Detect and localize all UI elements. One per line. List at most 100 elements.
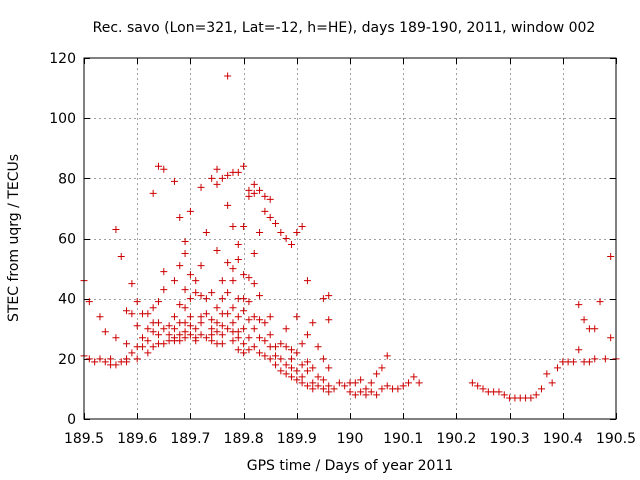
data-point <box>309 319 317 327</box>
data-point <box>245 298 253 306</box>
data-point <box>176 331 184 339</box>
data-point <box>123 355 131 363</box>
data-point <box>325 382 333 390</box>
data-point <box>213 247 221 255</box>
data-point <box>293 349 301 357</box>
data-point <box>250 325 258 333</box>
data-point <box>314 373 322 381</box>
data-point <box>208 337 216 345</box>
data-point <box>144 325 152 333</box>
data-point <box>224 171 232 179</box>
data-point <box>176 213 184 221</box>
data-point <box>287 373 295 381</box>
data-point <box>208 325 216 333</box>
data-point <box>234 168 242 176</box>
data-point <box>123 340 131 348</box>
data-point <box>346 388 354 396</box>
y-tick-label: 100 <box>49 111 76 127</box>
data-point <box>591 355 599 363</box>
data-point <box>229 319 237 327</box>
data-point <box>170 177 178 185</box>
data-point <box>218 277 226 285</box>
data-point <box>309 364 317 372</box>
data-point <box>532 391 540 399</box>
data-point <box>250 280 258 288</box>
data-point <box>181 238 189 246</box>
data-point <box>500 391 508 399</box>
data-point <box>192 325 200 333</box>
data-point <box>543 370 551 378</box>
data-point <box>314 382 322 390</box>
data-point <box>298 361 306 369</box>
data-point <box>282 370 290 378</box>
data-point <box>234 346 242 354</box>
data-point <box>266 195 274 203</box>
x-tick-label: 190 <box>337 431 364 447</box>
data-point <box>160 268 168 276</box>
data-point <box>149 343 157 351</box>
data-point <box>240 295 248 303</box>
data-point <box>378 364 386 372</box>
data-point <box>240 349 248 357</box>
data-point <box>293 376 301 384</box>
data-point <box>410 373 418 381</box>
data-point <box>117 253 125 261</box>
data-point <box>287 364 295 372</box>
data-point <box>575 301 583 309</box>
data-point <box>197 183 205 191</box>
data-point <box>234 256 242 264</box>
data-point <box>186 313 194 321</box>
data-point <box>149 189 157 197</box>
data-point <box>170 325 178 333</box>
data-point <box>144 349 152 357</box>
data-point <box>181 328 189 336</box>
data-point <box>149 304 157 312</box>
y-axis-label: STEC from uqrg / TECUs <box>6 154 22 322</box>
data-point <box>357 388 365 396</box>
data-point <box>234 241 242 249</box>
data-point <box>272 352 280 360</box>
data-point <box>112 334 120 342</box>
data-point <box>128 310 136 318</box>
data-point <box>96 355 104 363</box>
data-point <box>181 286 189 294</box>
data-point <box>160 325 168 333</box>
data-point <box>160 340 168 348</box>
data-point <box>240 340 248 348</box>
data-point <box>149 328 157 336</box>
data-point <box>139 343 147 351</box>
data-point <box>197 313 205 321</box>
x-tick-label: 189.6 <box>117 431 157 447</box>
data-point <box>303 277 311 285</box>
axis-ticks: 189.5 189.6 189.7 189.8 189.9 190 190.1 190.2 19… <box>49 51 636 447</box>
data-point <box>553 364 561 372</box>
data-point <box>229 265 237 273</box>
data-point <box>383 352 391 360</box>
data-point <box>601 355 609 363</box>
data-point <box>293 367 301 375</box>
data-point <box>335 379 343 387</box>
data-point <box>282 343 290 351</box>
data-point <box>272 343 280 351</box>
data-point <box>580 316 588 324</box>
data-point <box>277 340 285 348</box>
data-point <box>325 316 333 324</box>
data-point <box>213 304 221 312</box>
data-point <box>229 222 237 230</box>
data-point <box>128 280 136 288</box>
data-point <box>240 222 248 230</box>
data-point <box>314 343 322 351</box>
data-point <box>186 331 194 339</box>
data-point <box>298 222 306 230</box>
data-point <box>133 298 141 306</box>
data-point <box>192 289 200 297</box>
data-point <box>351 379 359 387</box>
data-point <box>405 379 413 387</box>
data-point <box>330 385 338 393</box>
data-point <box>160 165 168 173</box>
data-point <box>240 162 248 170</box>
data-point <box>85 355 93 363</box>
data-point <box>229 337 237 345</box>
data-point <box>277 228 285 236</box>
data-point <box>218 331 226 339</box>
